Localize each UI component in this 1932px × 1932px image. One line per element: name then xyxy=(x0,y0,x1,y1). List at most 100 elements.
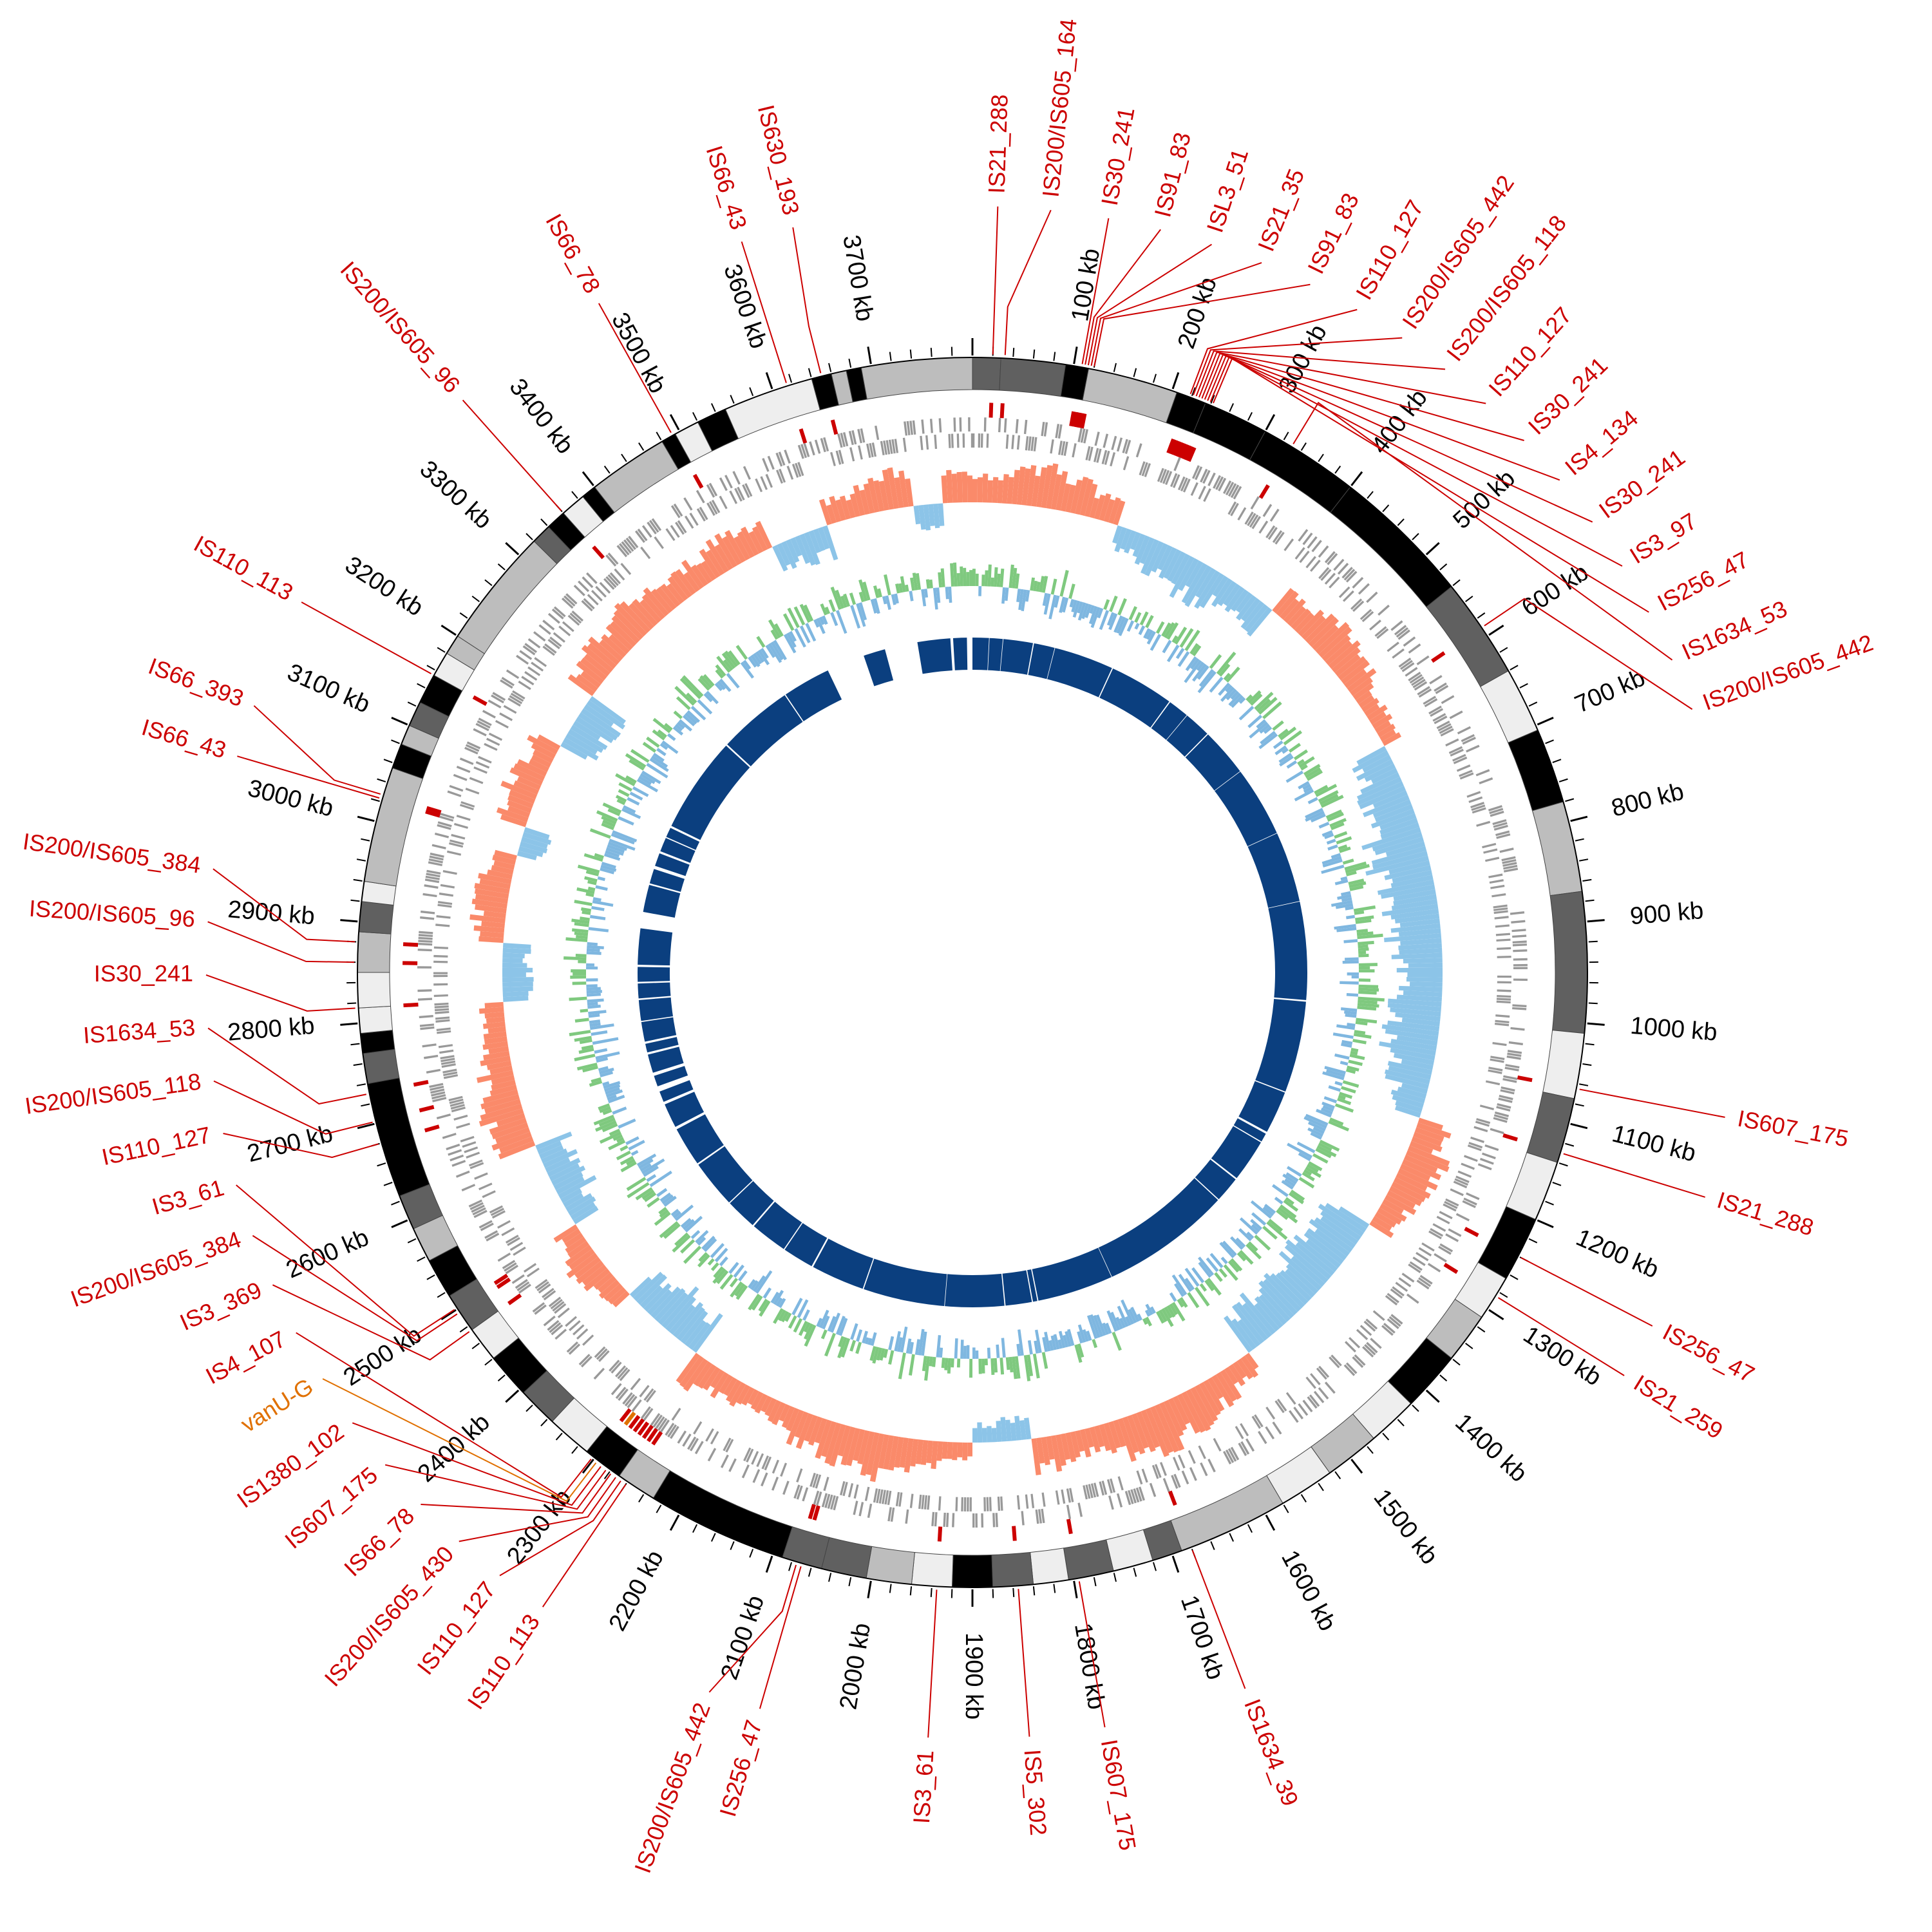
gc-content-bar xyxy=(601,1122,618,1133)
gene-block xyxy=(572,1324,585,1336)
gc-skew-bar xyxy=(1060,1433,1071,1460)
gene-block xyxy=(1424,698,1438,708)
gene-block xyxy=(1318,1365,1330,1378)
gc-skew-bar xyxy=(537,1141,562,1155)
gc-skew-bar xyxy=(693,1361,713,1387)
gene-block xyxy=(447,790,462,797)
gc-skew-bar xyxy=(541,1148,568,1164)
gene-block xyxy=(519,650,533,660)
gene-block xyxy=(578,1354,591,1366)
gc-content-bar xyxy=(657,729,667,738)
gene-block xyxy=(428,861,443,866)
gc-skew-bar xyxy=(603,1283,623,1302)
gene-block xyxy=(495,719,509,729)
gc-content-bar xyxy=(743,659,752,670)
core-gap xyxy=(811,1237,829,1268)
gene-block xyxy=(1493,824,1508,831)
gene-block xyxy=(708,501,718,515)
gc-content-bar xyxy=(838,1336,845,1347)
gc-skew-bar xyxy=(1151,543,1168,573)
gc-content-bar xyxy=(1062,597,1069,613)
gene-block xyxy=(533,631,546,642)
gc-skew-bar xyxy=(1113,500,1126,526)
gc-content-bar xyxy=(1190,658,1200,670)
gene-block xyxy=(1213,475,1221,489)
gc-content-bar xyxy=(1145,615,1154,629)
gc-content-bar xyxy=(1088,605,1098,625)
gc-content-bar xyxy=(1171,1274,1188,1296)
gc-content-bar xyxy=(1001,587,1006,604)
gc-skew-bar xyxy=(1094,1425,1105,1448)
gc-content-bar xyxy=(748,1279,756,1289)
gene-block xyxy=(1203,488,1211,502)
gc-content-bar xyxy=(757,649,770,665)
gene-block xyxy=(603,578,615,590)
gc-skew-bar xyxy=(483,1050,510,1061)
gc-content-bar xyxy=(690,705,706,721)
gc-skew-bar xyxy=(1325,640,1352,666)
minor-tick xyxy=(1575,838,1584,842)
major-tick xyxy=(1537,1219,1554,1229)
gene-block xyxy=(1490,884,1505,889)
core-gap xyxy=(1030,1268,1039,1302)
gene-block xyxy=(860,428,866,443)
gene-block xyxy=(723,1437,732,1452)
gc-content-bar xyxy=(1177,1298,1184,1308)
is-mark xyxy=(592,545,605,560)
minor-tick xyxy=(1477,612,1486,619)
core-gap xyxy=(639,911,676,933)
gene-block xyxy=(670,525,680,538)
core-gap xyxy=(1233,1124,1262,1143)
is-label: IS607_175 xyxy=(1096,1738,1141,1853)
minor-tick xyxy=(1283,1504,1289,1513)
gc-skew-bar xyxy=(1358,695,1375,708)
minor-tick xyxy=(656,1504,662,1513)
ideogram-band xyxy=(972,357,1001,391)
gc-content-bar xyxy=(1235,1237,1246,1248)
gc-content-bar xyxy=(966,572,970,587)
gc-skew-bar xyxy=(478,1108,524,1127)
gene-block xyxy=(1213,1437,1222,1452)
gc-skew-bar xyxy=(480,1094,520,1110)
gc-content-bar xyxy=(600,864,617,872)
minor-tick xyxy=(656,431,662,440)
is-leader-line xyxy=(1293,401,1673,661)
gc-content-bar xyxy=(593,1114,614,1126)
gc-skew-bar xyxy=(582,1264,607,1286)
gene-block xyxy=(484,743,498,751)
gc-skew-bar xyxy=(1338,656,1367,681)
gene-block xyxy=(469,1162,484,1170)
gc-skew-bar xyxy=(502,981,533,987)
gene-block xyxy=(617,1367,629,1379)
gc-skew-bar xyxy=(849,493,860,517)
gc-content-bar xyxy=(612,830,638,842)
minor-tick xyxy=(1113,1573,1117,1582)
gene-block xyxy=(607,552,619,565)
gene-block xyxy=(857,429,862,444)
gc-skew-bar xyxy=(815,1419,832,1459)
gc-skew-bar xyxy=(1079,1428,1092,1458)
gene-block xyxy=(424,878,440,884)
gc-content-bar xyxy=(638,775,652,786)
gc-content-bar xyxy=(1321,864,1345,875)
gene-block xyxy=(880,440,885,456)
minor-tick xyxy=(484,579,493,586)
core-gap xyxy=(944,1273,948,1307)
gc-skew-bar xyxy=(899,1437,909,1468)
gc-skew-bar xyxy=(794,1411,809,1438)
gene-block xyxy=(434,832,450,838)
gc-skew-bar xyxy=(1084,483,1098,517)
gc-skew-bar xyxy=(575,716,614,744)
gc-content-bar xyxy=(608,1139,626,1151)
gc-content-bar xyxy=(685,1215,703,1233)
gc-content-bar xyxy=(612,1134,623,1141)
gc-content-bar xyxy=(735,645,748,660)
gene-block xyxy=(1432,1223,1446,1232)
gc-content-bar xyxy=(1358,940,1374,945)
gc-skew-bar xyxy=(920,1440,929,1465)
gene-block xyxy=(1495,830,1510,837)
minor-tick xyxy=(1465,1343,1473,1350)
gc-skew-bar xyxy=(1163,1399,1184,1437)
gc-content-bar xyxy=(580,1009,589,1013)
gc-content-bar xyxy=(909,591,914,601)
